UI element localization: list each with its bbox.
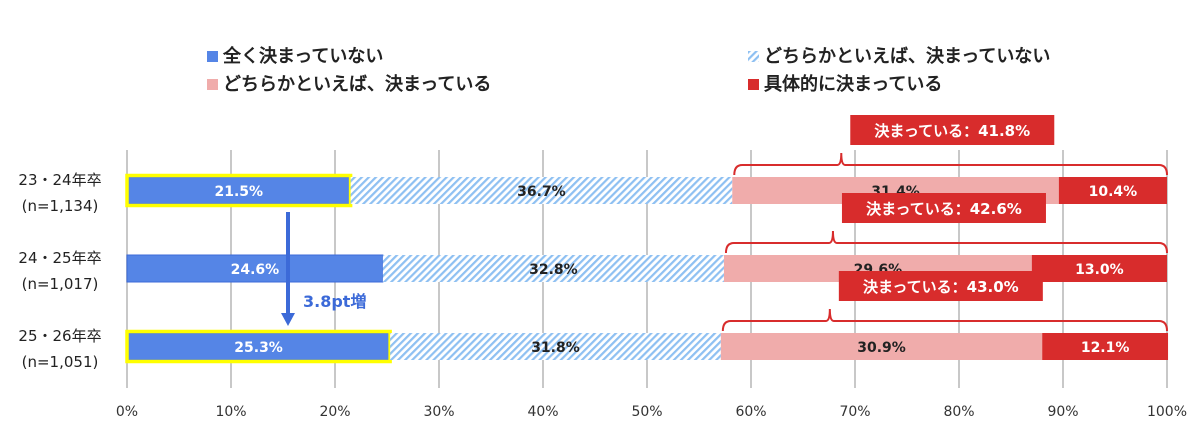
category-sample-size: (n=1,051)	[22, 353, 99, 371]
x-tick-label: 60%	[735, 404, 766, 420]
bar-segment	[126, 176, 352, 205]
x-tick-label: 40%	[527, 404, 558, 420]
data-label: 10.4%	[1089, 184, 1138, 200]
bar-segment	[350, 177, 733, 204]
legend-label: 全く決まっていない	[222, 45, 383, 67]
bar-segment	[720, 333, 1043, 360]
data-label: 31.8%	[531, 340, 580, 356]
callout-box	[850, 115, 1055, 145]
data-label: 25.3%	[234, 340, 283, 356]
callout-label: 決まっている：41.8%	[874, 122, 1030, 140]
bracket	[733, 152, 1168, 176]
bar-segment	[1042, 333, 1169, 360]
x-tick-label: 0%	[116, 404, 138, 420]
legend-label: どちらかといえば、決まっていない	[764, 45, 1050, 67]
callout-label: 決まっている：42.6%	[866, 200, 1022, 218]
bar-segment	[1058, 177, 1167, 204]
legend-label: 具体的に決まっている	[764, 73, 942, 95]
legend-swatch	[748, 51, 759, 62]
bar-segment	[1031, 255, 1167, 282]
data-label: 21.5%	[215, 184, 264, 200]
data-label: 12.1%	[1081, 340, 1130, 356]
bracket	[724, 230, 1168, 254]
bar-segment	[126, 254, 384, 283]
bracket	[721, 308, 1168, 332]
legend-swatch	[207, 79, 218, 90]
arrow-head-icon	[281, 313, 295, 326]
bar-segment	[390, 333, 721, 360]
data-label: 36.7%	[517, 184, 566, 200]
data-label: 13.0%	[1075, 262, 1124, 278]
legend-swatch	[207, 51, 218, 62]
x-tick-label: 90%	[1047, 404, 1078, 420]
category-label: 24・25年卒	[18, 249, 101, 267]
category-label: 23・24年卒	[18, 171, 101, 189]
x-tick-label: 10%	[215, 404, 246, 420]
x-tick-label: 80%	[943, 404, 974, 420]
callout-box	[841, 193, 1046, 223]
bar-segment	[382, 255, 724, 282]
x-tick-label: 20%	[319, 404, 350, 420]
legend-swatch	[748, 79, 759, 90]
x-tick-label: 100%	[1147, 404, 1187, 420]
data-label: 24.6%	[231, 262, 280, 278]
category-label: 25・26年卒	[18, 327, 101, 345]
data-label: 30.9%	[857, 340, 906, 356]
legend-label: どちらかといえば、決まっている	[223, 73, 491, 95]
x-tick-label: 50%	[631, 404, 662, 420]
callout-label: 決まっている：43.0%	[863, 278, 1019, 296]
category-sample-size: (n=1,017)	[22, 275, 99, 293]
x-tick-label: 70%	[839, 404, 870, 420]
x-tick-label: 30%	[423, 404, 454, 420]
callout-box	[838, 271, 1043, 301]
data-label: 32.8%	[529, 262, 578, 278]
category-sample-size: (n=1,134)	[22, 197, 99, 215]
change-annotation: 3.8pt増	[303, 292, 366, 311]
